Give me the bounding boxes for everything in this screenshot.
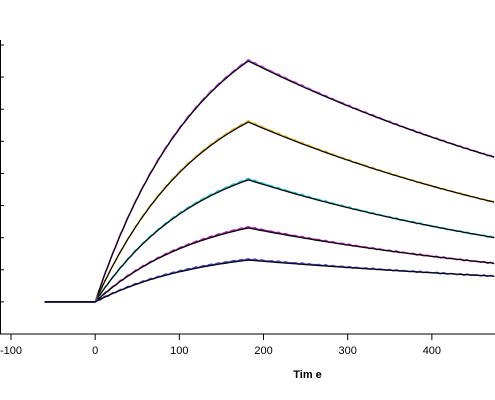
series-4-data-line (44, 225, 495, 303)
series-5-fit-line (44, 259, 495, 303)
series-3-data-line (44, 177, 495, 303)
x-tick-label: 300 (339, 345, 357, 357)
series-4-fit-line (44, 227, 495, 303)
x-tick-label: 400 (423, 345, 441, 357)
series-group (44, 58, 495, 303)
series-2-data-line (44, 119, 495, 303)
x-tick-label: 200 (254, 345, 272, 357)
series-2-fit-line (44, 121, 495, 303)
y-ticks (0, 44, 4, 335)
x-ticks: -100 0 100 200 300 400 (0, 334, 441, 357)
x-tick-label: 0 (92, 345, 98, 357)
x-axis-title: Tim e (293, 369, 322, 381)
x-tick-label: 100 (170, 345, 188, 357)
x-tick-label: -100 (0, 345, 22, 357)
series-1-fit-line (44, 60, 495, 303)
plot-area: -100 0 100 200 300 400 Tim e (0, 40, 495, 381)
series-3-fit-line (44, 179, 495, 303)
